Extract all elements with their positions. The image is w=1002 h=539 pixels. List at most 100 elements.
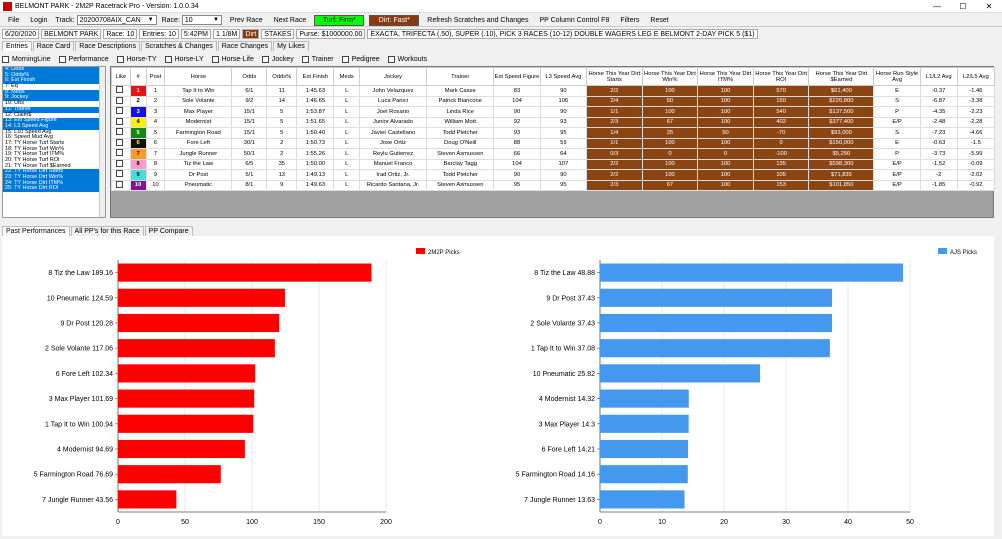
prev-race-button[interactable]: Prev Race [229,16,263,24]
menu-file[interactable]: File [8,16,20,24]
like-checkbox[interactable] [115,149,123,157]
column-list[interactable]: 4: Odds 5: Odds% 6: Est Finish 7: Eq 8: Meds… [2,66,106,218]
column-header[interactable]: Odds% [266,67,298,86]
checkbox-8[interactable]: Workouts [387,55,427,63]
like-checkbox[interactable] [115,107,123,115]
minimize-button[interactable]: — [933,2,941,11]
column-header[interactable]: Trainer [426,67,495,86]
checkbox-box[interactable] [211,55,219,63]
table-row[interactable]: 9 9 Dr Post 5/1 13 1:49.13 L Irad Ortiz, Jr. Tod… [111,169,996,181]
tab-0[interactable]: Entries [2,41,32,51]
list-item[interactable]: 16: Speed Mud Avg [5,134,53,141]
list-item[interactable]: 8: Meds [3,89,105,96]
list-item[interactable]: 21: TY Horse Turf $Earned [5,162,71,169]
column-header[interactable]: Post [145,67,166,86]
checkbox-0[interactable]: MorningLine [2,55,51,63]
track-select[interactable]: 20200708AIX_CAN ▼ [76,15,157,25]
list-item[interactable]: 18: TY Horse Turf Win% [5,145,65,152]
reset-button[interactable]: Reset [650,16,669,24]
like-checkbox[interactable] [115,159,123,167]
like-cell[interactable] [111,158,131,170]
maximize-button[interactable]: ☐ [959,2,967,11]
column-header[interactable]: Odds [231,67,268,86]
list-item[interactable]: 9: Jockey [3,95,105,102]
table-row[interactable]: 3 3 Max Player 15/1 5 1:53.87 L Joel Rosario Lin… [111,106,996,118]
checkbox-7[interactable]: Pedigree [341,55,380,63]
like-cell[interactable] [111,95,131,107]
like-checkbox[interactable] [115,180,123,188]
table-row[interactable]: 5 5 Farmington Road 15/1 5 1:50.40 L Javier Cas… [111,127,996,139]
column-header[interactable]: # [129,67,147,86]
checkbox-2[interactable]: Horse-TY [116,55,157,63]
like-cell[interactable] [111,127,131,139]
table-row[interactable]: 7 7 Jungle Runner 50/1 2 1:55.26 L Reylu Gutier… [111,148,996,160]
pp-column-control-button[interactable]: PP Column Control F8 [539,16,610,24]
checkbox-box[interactable] [387,55,395,63]
turf-condition-button[interactable]: Turf: Firm* [314,14,365,26]
column-header[interactable]: Horse This Year Dirt $Earned [808,67,875,86]
column-header[interactable]: L2/L5 Avg [956,67,996,86]
list-item[interactable]: 5: Odds% [3,72,105,79]
like-cell[interactable] [111,179,131,191]
like-cell[interactable] [111,148,131,160]
checkbox-box[interactable] [341,55,349,63]
column-header[interactable]: Like [111,67,131,86]
tab-1[interactable]: Race Card [32,41,75,51]
table-row[interactable]: 6 6 Fore Left 30/1 2 1:50.73 L Jose Ortiz Doug O… [111,137,996,149]
column-header[interactable]: Horse This Year Dirt Starts [586,67,643,86]
list-item[interactable]: 17: TY Horse Turf Starts [5,139,65,146]
refresh-scratches-button[interactable]: Refresh Scratches and Changes [427,16,529,24]
like-cell[interactable] [111,106,131,118]
checkbox-box[interactable] [261,55,269,63]
bottom-tab-1[interactable]: All PP's for this Race [70,226,144,236]
column-header[interactable]: L3 Speed Avg [539,67,588,86]
list-item[interactable]: 22: TY Horse Dirt Starts [3,169,105,176]
column-header[interactable]: Horse [164,67,233,86]
next-race-button[interactable]: Next Race [273,16,307,24]
checkbox-box[interactable] [2,55,9,63]
table-row[interactable]: 8 8 Tiz the Law 6/5 35 1:50.00 L Manuel Franco B… [111,158,996,170]
tab-5[interactable]: My Likes [273,41,309,51]
list-item[interactable]: 13: Est Speed Figure [3,117,105,124]
close-button[interactable]: ✕ [985,2,993,11]
tab-2[interactable]: Race Descriptions [75,41,141,51]
table-row[interactable]: 1 1 Tap It to Win 6/1 11 1:45.63 L John Velazqu… [111,85,996,97]
list-item[interactable]: 20: TY Horse Turf ROI [5,157,60,163]
list-scrollbar[interactable] [99,67,105,217]
list-item[interactable]: 19: TY Horse Turf ITM% [5,151,65,158]
like-cell[interactable] [111,85,131,97]
checkbox-1[interactable]: Performance [58,55,109,63]
race-select[interactable]: 10 ▼ [181,15,222,25]
checkbox-box[interactable] [58,55,66,63]
list-item[interactable]: 23: TY Horse Dirt Win% [3,174,105,181]
table-row[interactable]: 10 10 Pneumatic 8/1 9 1:49.63 L Ricardo Santana… [111,179,996,191]
checkbox-box[interactable] [301,55,309,63]
list-item[interactable]: 15: L10 Speed Avg [5,128,52,135]
checkbox-6[interactable]: Trainer [301,55,334,63]
table-row[interactable]: 4 4 Modernist 15/1 5 1:51.65 L Junior Alvarado W… [111,116,996,128]
list-item[interactable]: 4: Odds [3,67,105,73]
list-item[interactable]: 11: Trainer [3,106,105,113]
filters-button[interactable]: Filters [620,16,640,24]
column-header[interactable]: Jockey [358,67,428,86]
column-header[interactable]: Horse This Year Dirt Win% [641,67,699,86]
bottom-tab-0[interactable]: Past Performances [2,226,70,236]
checkbox-4[interactable]: Horse-Life [211,55,254,63]
list-item[interactable]: 6: Est Finish [3,78,105,85]
tab-3[interactable]: Scratches & Changes [141,41,217,51]
like-checkbox[interactable] [115,138,123,146]
checkbox-box[interactable] [116,55,124,63]
like-checkbox[interactable] [115,96,123,104]
like-checkbox[interactable] [115,128,123,136]
like-checkbox[interactable] [115,86,123,94]
table-row[interactable]: 2 2 Sole Volante 9/2 14 1:46.65 L Luca Panici Pa… [111,95,996,107]
column-header[interactable]: Horse This Year Dirt ITM% [697,67,754,86]
like-checkbox[interactable] [115,170,123,178]
list-item[interactable]: 24: TY Horse Dirt ITM% [3,180,105,187]
list-item[interactable]: 7: Eq [5,83,18,90]
column-header[interactable]: Meds [333,67,360,86]
list-item[interactable]: 25: TY Horse Dirt ROI [3,186,105,193]
column-header[interactable]: Est Speed Figure [493,67,541,86]
like-checkbox[interactable] [115,117,123,125]
checkbox-3[interactable]: Horse-LY [164,55,204,63]
